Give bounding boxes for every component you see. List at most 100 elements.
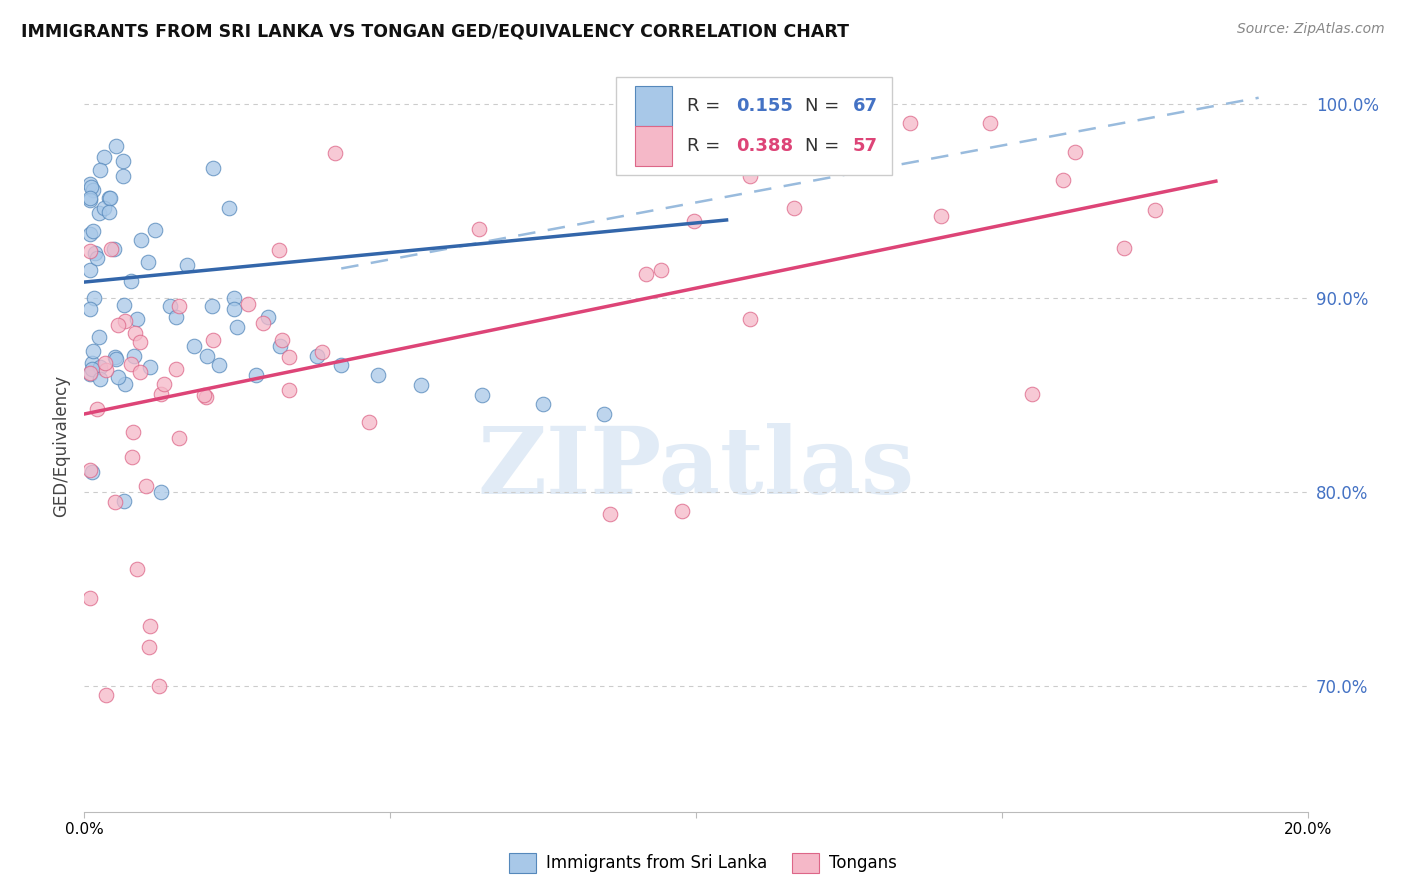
Point xyxy=(86,401,108,416)
Text: Source: ZipAtlas.com: Source: ZipAtlas.com xyxy=(1237,22,1385,37)
Point xyxy=(104,351,127,366)
Point xyxy=(79,366,101,380)
Point xyxy=(104,495,127,509)
Bar xyxy=(636,86,672,126)
Point xyxy=(898,116,921,130)
Point xyxy=(238,297,260,311)
Point xyxy=(82,362,104,376)
Point xyxy=(79,191,101,205)
Text: 57: 57 xyxy=(852,137,877,155)
Point xyxy=(201,333,224,347)
Point xyxy=(121,450,143,464)
Point xyxy=(104,350,127,364)
Point xyxy=(83,291,105,305)
Point xyxy=(599,508,621,522)
Point xyxy=(79,367,101,381)
Point xyxy=(79,194,101,208)
Point xyxy=(193,388,215,402)
Point xyxy=(129,365,152,379)
Point xyxy=(87,329,110,343)
Text: R =: R = xyxy=(688,97,727,115)
Point xyxy=(195,349,218,363)
Point xyxy=(124,326,146,341)
Point xyxy=(277,384,299,398)
Text: 0.155: 0.155 xyxy=(737,97,793,115)
Point xyxy=(114,314,136,328)
Point xyxy=(79,244,101,258)
Point xyxy=(979,116,1001,130)
Point xyxy=(152,376,174,391)
Point xyxy=(165,310,187,324)
Point xyxy=(222,301,245,316)
Point xyxy=(80,180,103,194)
Point xyxy=(120,274,142,288)
Point xyxy=(149,484,172,499)
Y-axis label: GED/Equivalency: GED/Equivalency xyxy=(52,375,70,517)
Point xyxy=(593,407,616,421)
Point xyxy=(468,222,491,236)
Point xyxy=(367,368,389,383)
Point xyxy=(929,209,952,223)
Point xyxy=(79,263,101,277)
Point xyxy=(1052,173,1074,187)
Point xyxy=(1114,240,1136,254)
Point xyxy=(93,356,115,370)
Point xyxy=(330,359,353,373)
Point xyxy=(671,504,693,518)
Point xyxy=(79,227,101,241)
Point xyxy=(103,242,125,256)
Point xyxy=(1021,386,1043,401)
Point xyxy=(82,343,104,358)
Point xyxy=(650,263,672,277)
Point xyxy=(148,679,170,693)
Legend: Immigrants from Sri Lanka, Tongans: Immigrants from Sri Lanka, Tongans xyxy=(502,847,904,880)
Point xyxy=(311,345,333,359)
Point xyxy=(323,146,346,161)
Point xyxy=(100,242,122,256)
Point xyxy=(165,362,187,376)
Point xyxy=(783,201,806,215)
Point xyxy=(100,191,122,205)
Point xyxy=(409,377,432,392)
Bar xyxy=(636,126,672,166)
Point xyxy=(277,350,299,364)
Point xyxy=(86,251,108,265)
Point xyxy=(201,299,224,313)
Point xyxy=(135,479,157,493)
Point xyxy=(159,299,181,313)
Point xyxy=(195,390,218,404)
Point xyxy=(139,359,162,374)
Point xyxy=(208,359,231,373)
Point xyxy=(683,213,706,227)
Point xyxy=(269,339,291,353)
Point xyxy=(359,415,381,429)
Point xyxy=(143,223,166,237)
Point xyxy=(111,169,134,183)
Point xyxy=(202,161,225,175)
Text: N =: N = xyxy=(804,97,845,115)
Point xyxy=(98,205,121,219)
Point xyxy=(636,267,658,281)
Point xyxy=(226,319,249,334)
Point xyxy=(93,201,115,215)
Point xyxy=(257,310,280,324)
Point xyxy=(169,431,191,445)
Point xyxy=(738,312,761,326)
Point xyxy=(270,333,292,347)
Point xyxy=(125,312,148,326)
Point xyxy=(531,397,554,411)
Point xyxy=(107,318,129,332)
Point xyxy=(167,299,190,313)
Point xyxy=(252,316,274,330)
Point xyxy=(138,619,160,633)
Bar xyxy=(616,77,891,176)
Point xyxy=(176,258,198,272)
Text: ZIPatlas: ZIPatlas xyxy=(478,423,914,513)
Point xyxy=(738,169,761,184)
Text: IMMIGRANTS FROM SRI LANKA VS TONGAN GED/EQUIVALENCY CORRELATION CHART: IMMIGRANTS FROM SRI LANKA VS TONGAN GED/… xyxy=(21,22,849,40)
Point xyxy=(82,223,104,237)
Point xyxy=(125,562,148,576)
Point xyxy=(105,138,128,153)
Text: R =: R = xyxy=(688,137,727,155)
Point xyxy=(97,191,120,205)
